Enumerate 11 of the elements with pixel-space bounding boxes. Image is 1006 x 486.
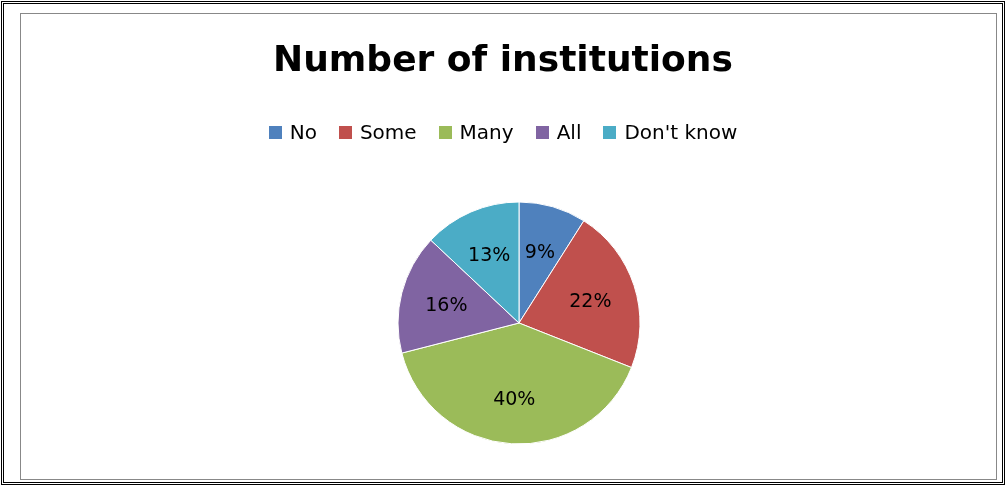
legend-label: Don't know — [624, 120, 738, 144]
data-label: 22% — [569, 288, 612, 311]
data-label: 9% — [524, 239, 556, 262]
data-label: 13% — [468, 243, 511, 266]
legend-label: All — [556, 120, 582, 144]
data-label: 40% — [493, 386, 536, 409]
legend-label: Many — [459, 120, 514, 144]
data-label: 16% — [425, 293, 468, 316]
legend-label: Some — [359, 120, 417, 144]
chart-title: Number of institutions — [272, 38, 734, 79]
legend-label: No — [289, 120, 317, 144]
